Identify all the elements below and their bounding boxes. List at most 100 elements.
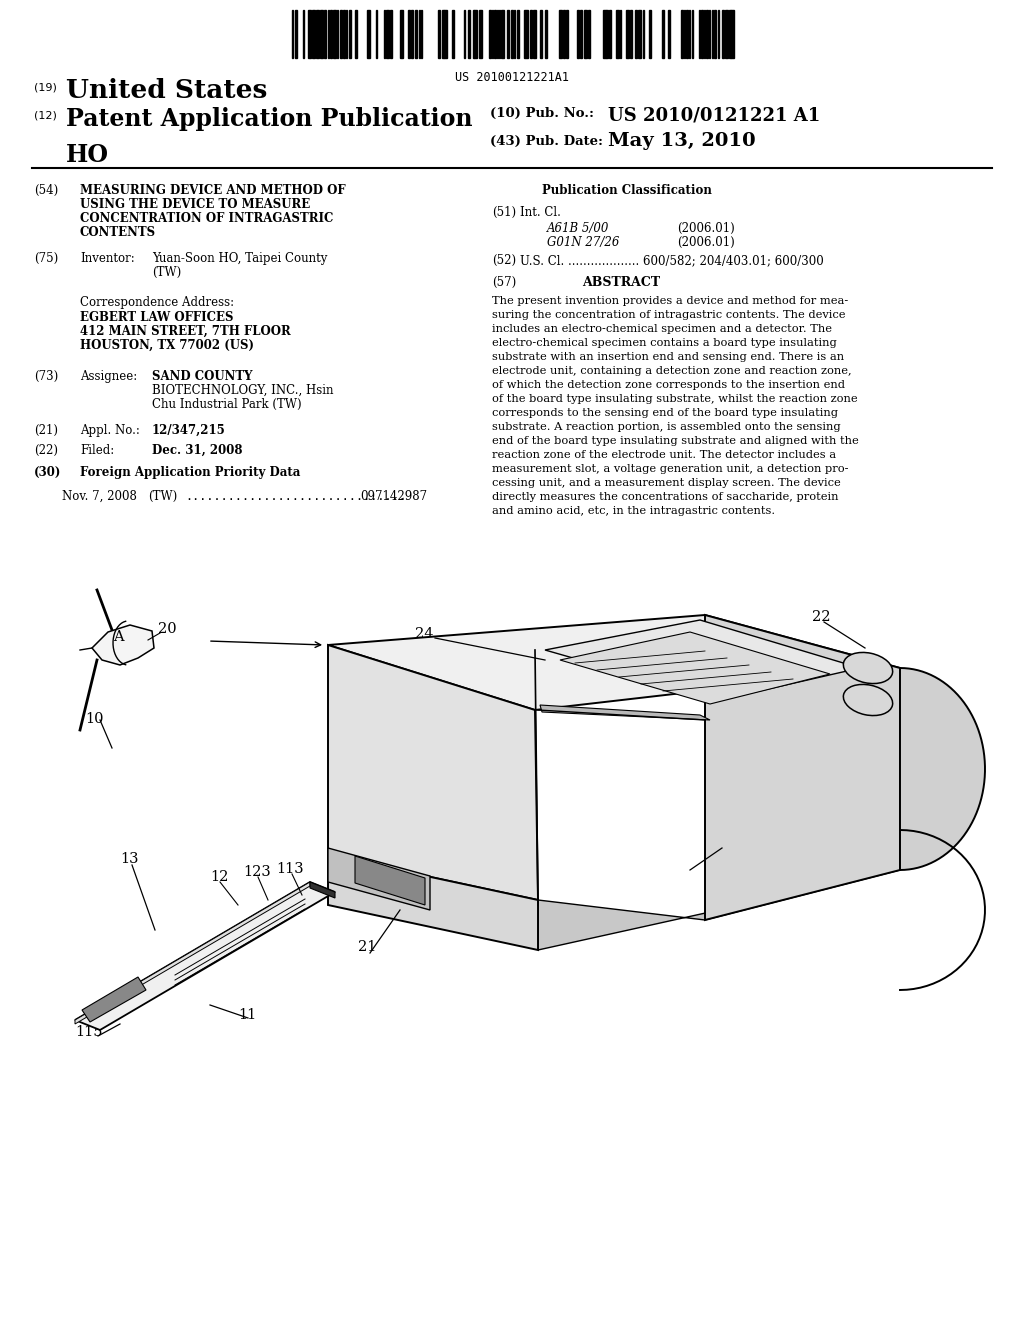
Polygon shape [328, 615, 900, 710]
Text: Yuan-Soon HO, Taipei County: Yuan-Soon HO, Taipei County [152, 252, 328, 265]
Text: 23: 23 [725, 836, 743, 849]
Text: Patent Application Publication: Patent Application Publication [66, 107, 472, 131]
Text: 412 MAIN STREET, 7TH FLOOR: 412 MAIN STREET, 7TH FLOOR [80, 325, 291, 338]
Bar [588, 11, 590, 58]
Bar [630, 11, 632, 58]
Bar [367, 11, 370, 58]
Bar [308, 11, 311, 58]
Text: HO: HO [66, 143, 109, 168]
Bar [616, 11, 618, 58]
Text: (30): (30) [34, 466, 61, 479]
Text: measurement slot, a voltage generation unit, a detection pro-: measurement slot, a voltage generation u… [492, 465, 849, 474]
Bar [703, 11, 706, 58]
Text: Appl. No.:: Appl. No.: [80, 424, 140, 437]
Text: Publication Classification: Publication Classification [542, 183, 712, 197]
Text: (57): (57) [492, 276, 516, 289]
Bar [507, 11, 509, 58]
Bar [686, 11, 688, 58]
Text: HOUSTON, TX 77002 (US): HOUSTON, TX 77002 (US) [80, 339, 254, 352]
Text: (52): (52) [492, 253, 516, 267]
Bar [722, 11, 724, 58]
Bar [468, 11, 470, 58]
Text: 115: 115 [75, 1026, 102, 1039]
Text: of the board type insulating substrate, whilst the reaction zone: of the board type insulating substrate, … [492, 393, 858, 404]
Polygon shape [545, 620, 860, 700]
Bar [545, 11, 547, 58]
Text: ABSTRACT: ABSTRACT [582, 276, 660, 289]
Polygon shape [75, 882, 335, 1030]
Bar [303, 11, 304, 58]
Bar [609, 11, 610, 58]
Bar [384, 11, 385, 58]
Bar [712, 11, 713, 58]
Text: reaction zone of the electrode unit. The detector includes a: reaction zone of the electrode unit. The… [492, 450, 837, 459]
Polygon shape [705, 615, 900, 920]
Polygon shape [560, 632, 830, 704]
Bar [638, 11, 641, 58]
Text: Chu Industrial Park (TW): Chu Industrial Park (TW) [152, 399, 302, 411]
Bar [411, 11, 414, 58]
Ellipse shape [844, 685, 893, 715]
Text: 11: 11 [238, 1008, 256, 1022]
Polygon shape [538, 870, 900, 950]
Text: end of the board type insulating substrate and aligned with the: end of the board type insulating substra… [492, 436, 859, 446]
Text: (73): (73) [34, 370, 58, 383]
Text: EGBERT LAW OFFICES: EGBERT LAW OFFICES [80, 312, 233, 323]
Text: US 20100121221A1: US 20100121221A1 [455, 71, 569, 84]
Text: (54): (54) [34, 183, 58, 197]
Polygon shape [540, 705, 710, 719]
Bar [488, 11, 490, 58]
Text: includes an electro-chemical specimen and a detector. The: includes an electro-chemical specimen an… [492, 323, 831, 334]
Polygon shape [328, 645, 538, 900]
Text: electro-chemical specimen contains a board type insulating: electro-chemical specimen contains a boa… [492, 338, 837, 348]
Text: (75): (75) [34, 252, 58, 265]
Bar [563, 11, 565, 58]
Bar [603, 11, 605, 58]
Text: Nov. 7, 2008: Nov. 7, 2008 [62, 490, 137, 503]
Text: substrate with an insertion end and sensing end. There is an: substrate with an insertion end and sens… [492, 352, 844, 362]
Text: Filed:: Filed: [80, 444, 115, 457]
Bar [626, 11, 630, 58]
Bar [442, 11, 443, 58]
Bar [606, 11, 608, 58]
Bar [400, 11, 402, 58]
Text: 113: 113 [276, 862, 304, 876]
Bar [408, 11, 410, 58]
Text: SAND COUNTY: SAND COUNTY [152, 370, 253, 383]
Text: (10) Pub. No.:: (10) Pub. No.: [490, 107, 594, 120]
Bar [707, 11, 708, 58]
Text: 22: 22 [812, 610, 830, 624]
Text: CONTENTS: CONTENTS [80, 226, 156, 239]
Bar [668, 11, 670, 58]
Bar [577, 11, 580, 58]
Bar [701, 11, 702, 58]
Text: 20: 20 [158, 622, 176, 636]
Text: (TW): (TW) [148, 490, 177, 503]
Bar [321, 11, 324, 58]
Polygon shape [310, 882, 335, 898]
Text: 24: 24 [415, 627, 433, 642]
Text: Inventor:: Inventor: [80, 252, 135, 265]
Text: directly measures the concentrations of saccharide, protein: directly measures the concentrations of … [492, 492, 839, 502]
Bar [718, 11, 719, 58]
Text: ...............................: ............................... [185, 490, 406, 503]
Text: 097142987: 097142987 [360, 490, 427, 503]
Bar [331, 11, 332, 58]
Bar [295, 11, 297, 58]
Polygon shape [900, 668, 985, 870]
Bar [559, 11, 561, 58]
Bar [478, 11, 481, 58]
Text: The present invention provides a device and method for mea-: The present invention provides a device … [492, 296, 848, 306]
Text: US 2010/0121221 A1: US 2010/0121221 A1 [608, 107, 820, 125]
Bar [386, 11, 389, 58]
Text: (TW): (TW) [152, 267, 181, 279]
Text: United States: United States [66, 78, 267, 103]
Bar [349, 11, 350, 58]
Bar [586, 11, 587, 58]
Bar [492, 11, 493, 58]
Text: (2006.01): (2006.01) [677, 236, 735, 249]
Text: Dec. 31, 2008: Dec. 31, 2008 [152, 444, 243, 457]
Text: (51): (51) [492, 206, 516, 219]
Text: 10: 10 [85, 711, 103, 726]
Bar [534, 11, 536, 58]
